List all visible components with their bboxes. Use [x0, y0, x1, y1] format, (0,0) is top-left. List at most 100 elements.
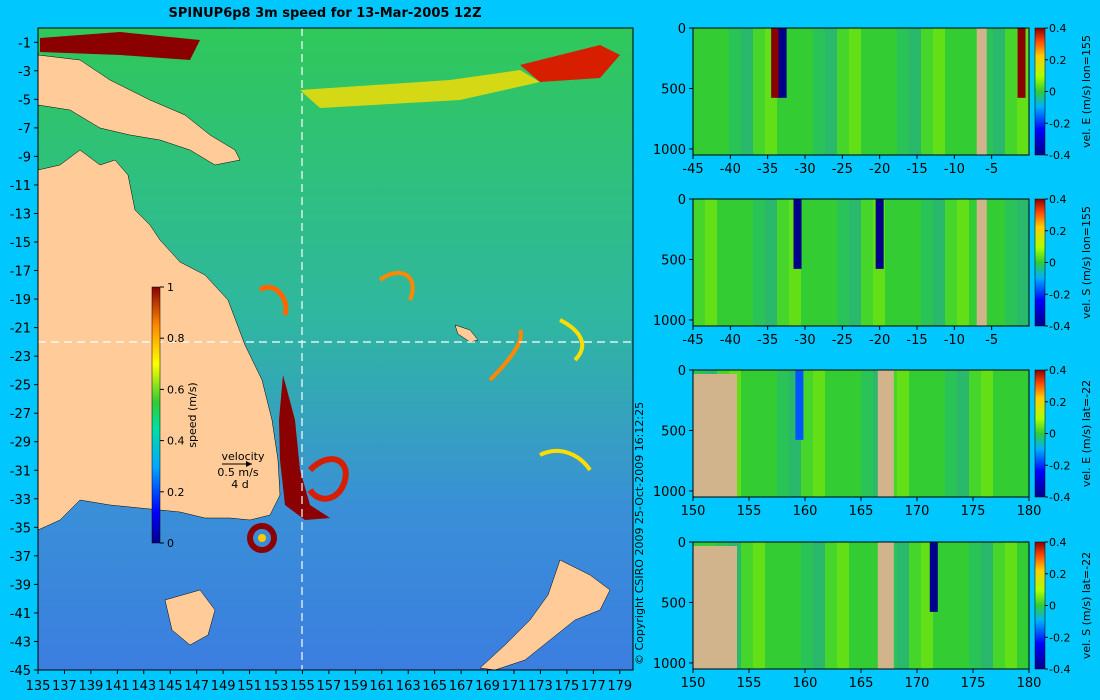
- speed-map: 135 137 139 141 143 145 147 149 151 153 155 157 159 1…: [10, 27, 634, 694]
- map-frame: [37, 27, 634, 671]
- section-x-tick-label: 180: [1017, 504, 1042, 519]
- section-y-tick-label: 0: [678, 364, 686, 379]
- map-y-tick-label: -3: [18, 65, 31, 80]
- section-x-tick-label: 165: [849, 504, 874, 519]
- section-y-tick-label: 500: [661, 82, 686, 97]
- map-y-tick-label: -23: [10, 350, 31, 365]
- section-band: [753, 199, 765, 326]
- section-x-tick-label: -15: [906, 333, 927, 348]
- section-x-tick-label: -20: [869, 333, 890, 348]
- map-y-tick-label: -45: [10, 664, 31, 679]
- section-colorbar-tick-label: 0.4: [1049, 536, 1067, 549]
- front-4: [559, 318, 585, 362]
- section-band: [945, 542, 957, 669]
- map-x-tick-label: 141: [105, 679, 130, 694]
- section-land-mask: [976, 199, 987, 326]
- section-colorbar-tick-label: 0: [1049, 600, 1056, 613]
- section-band: [909, 542, 921, 669]
- map-x-tick-label: 135: [26, 679, 51, 694]
- section-band: [837, 542, 849, 669]
- map-y-tick-label: -27: [10, 407, 31, 422]
- map-x-tick-label: 157: [316, 679, 341, 694]
- section-band: [813, 199, 825, 326]
- section-colorbar: [1034, 27, 1046, 156]
- section-y-tick-label: 500: [661, 596, 686, 611]
- eddy-south: [307, 456, 349, 502]
- section-colorbar-tick-label: 0.2: [1049, 54, 1067, 67]
- section-band: [765, 199, 777, 326]
- section-band: [729, 199, 741, 326]
- section-band: [825, 370, 837, 497]
- map-x-tick-label: 179: [607, 679, 632, 694]
- section-y-tick-label: 500: [661, 424, 686, 439]
- figure-title: SPINUP6p8 3m speed for 13-Mar-2005 12Z: [169, 6, 482, 21]
- section-band: [993, 542, 1005, 669]
- section-band: [777, 542, 789, 669]
- section-x-tick-label: -45: [682, 333, 703, 348]
- section-x-tick-label: -10: [944, 162, 965, 177]
- section-panel-1: -45 -40 -35 -30 -25 -20 -15 -10 -5 0 500 1000 0.4 0.2…: [653, 22, 1093, 177]
- section-band: [705, 28, 717, 155]
- section-band: [861, 199, 873, 326]
- section-band: [957, 542, 969, 669]
- front-5: [539, 449, 592, 472]
- velocity-key-arrowhead: [246, 461, 252, 467]
- section-y-tick-label: 0: [678, 22, 686, 37]
- speed-colorbar-tick-label: 0.8: [167, 332, 185, 345]
- section-x-tick-label: -5: [985, 333, 998, 348]
- section-band: [909, 28, 921, 155]
- section-band: [693, 199, 705, 326]
- section-panel-2: -45 -40 -35 -30 -25 -20 -15 -10 -5 0 500 1000 0.4 0.2…: [653, 193, 1093, 348]
- front-3: [488, 329, 523, 382]
- section-x-tick-label: 150: [681, 676, 706, 691]
- section-band: [933, 199, 945, 326]
- map-y-ticks: -1 -3 -5 -7 -9 -11 -13 -15 -17 -19 -21 -23 -25 -27 -29…: [10, 36, 38, 679]
- section-band: [1005, 199, 1017, 326]
- section-colorbar-label: vel. E (m/s) lat=-22: [1080, 380, 1093, 487]
- velocity-key-label: velocity: [222, 450, 265, 463]
- section-panel-3: 150 155 160 165 170 175 180 0 500 1000 0.4 0.2 0 -0.2…: [653, 364, 1093, 519]
- section-band: [993, 199, 1005, 326]
- section-colorbar-tick-label: 0.2: [1049, 225, 1067, 238]
- section-band: [849, 199, 861, 326]
- section-band: [957, 199, 969, 326]
- map-x-tick-label: 139: [78, 679, 103, 694]
- section-band: [801, 28, 813, 155]
- section-x-tick-label: 180: [1017, 676, 1042, 691]
- section-x-tick-label: -45: [682, 162, 703, 177]
- section-band: [921, 199, 933, 326]
- section-y-tick-label: 1000: [653, 485, 686, 500]
- section-colorbar-tick-label: 0.4: [1049, 22, 1067, 35]
- map-y-tick-label: -39: [10, 578, 31, 593]
- map-x-tick-label: 149: [211, 679, 236, 694]
- section-colorbar-tick-label: -0.2: [1049, 117, 1070, 130]
- section-land-mask: [877, 370, 894, 497]
- section-x-tick-label: -35: [757, 333, 778, 348]
- section-x-tick-label: -15: [906, 162, 927, 177]
- map-y-tick-label: -35: [10, 521, 31, 536]
- section-band: [825, 28, 837, 155]
- section-x-tick-label: -20: [869, 162, 890, 177]
- section-band: [813, 370, 825, 497]
- section-band: [1017, 542, 1029, 669]
- section-colorbar-tick-label: 0.2: [1049, 568, 1067, 581]
- section-x-tick-label: 175: [961, 676, 986, 691]
- section-colorbar-tick-label: 0.4: [1049, 193, 1067, 206]
- section-feature: [929, 542, 938, 612]
- map-y-tick-label: -29: [10, 436, 31, 451]
- section-band: [897, 370, 909, 497]
- section-colorbar-tick-label: 0.2: [1049, 396, 1067, 409]
- section-x-tick-label: 175: [961, 504, 986, 519]
- section-colorbar-label: vel. E (m/s) lon=155: [1080, 35, 1093, 148]
- section-band: [981, 370, 993, 497]
- section-colorbar-tick-label: -0.2: [1049, 288, 1070, 301]
- map-x-tick-label: 145: [158, 679, 183, 694]
- map-x-tick-label: 177: [581, 679, 606, 694]
- section-band: [801, 542, 813, 669]
- map-y-tick-label: -9: [18, 150, 31, 165]
- map-x-tick-label: 153: [264, 679, 289, 694]
- section-x-tick-label: 170: [905, 676, 930, 691]
- section-band: [777, 370, 789, 497]
- section-y-tick-label: 1000: [653, 143, 686, 158]
